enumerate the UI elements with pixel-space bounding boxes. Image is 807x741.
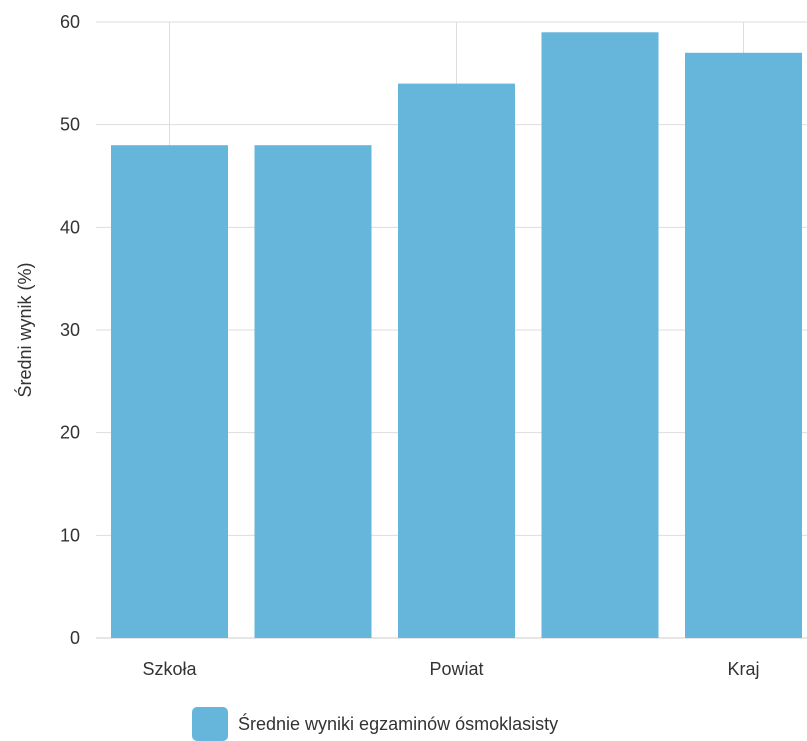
y-tick-label: 30 — [60, 320, 80, 340]
y-axis: 0 10 20 30 40 50 60 — [60, 12, 80, 648]
x-tick-label: Kraj — [727, 659, 759, 679]
bar[interactable] — [111, 145, 228, 638]
y-tick-label: 50 — [60, 115, 80, 135]
x-axis: Szkoła Powiat Kraj — [142, 659, 759, 679]
y-tick-label: 40 — [60, 217, 80, 237]
bars — [111, 32, 802, 639]
legend-label[interactable]: Średnie wyniki egzaminów ósmoklasisty — [238, 713, 558, 734]
bar[interactable] — [541, 32, 659, 639]
bar[interactable] — [685, 52, 802, 639]
y-axis-title: Średni wynik (%) — [14, 262, 35, 397]
y-tick-label: 20 — [60, 423, 80, 443]
x-tick-label: Powiat — [429, 659, 483, 679]
legend-swatch[interactable] — [192, 707, 228, 741]
y-tick-label: 60 — [60, 12, 80, 32]
y-tick-label: 0 — [70, 628, 80, 648]
legend[interactable]: Średnie wyniki egzaminów ósmoklasisty — [192, 707, 558, 741]
bar[interactable] — [254, 145, 372, 638]
bar[interactable] — [398, 83, 515, 639]
x-tick-label: Szkoła — [142, 659, 197, 679]
y-tick-label: 10 — [60, 525, 80, 545]
